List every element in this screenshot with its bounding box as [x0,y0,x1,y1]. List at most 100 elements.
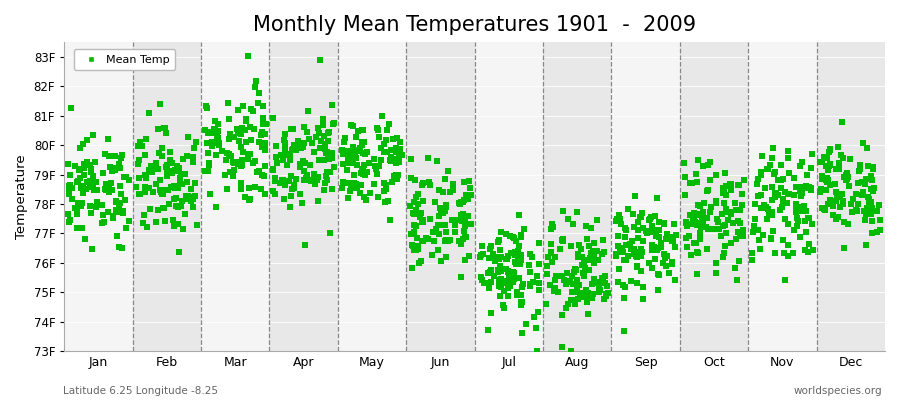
Point [592,282,607,289]
Point [98,151,112,158]
Point [643,216,657,222]
Point [248,84,262,90]
Point [389,148,403,155]
Point [303,178,318,184]
Point [818,176,832,182]
Point [857,208,871,214]
Point [136,220,150,226]
Bar [611,42,680,351]
Point [406,228,420,235]
Point [574,261,589,268]
Point [865,218,879,224]
Point [634,214,648,220]
Point [241,152,256,158]
Point [423,215,437,222]
Point [774,162,788,168]
Point [239,118,254,124]
Point [514,292,528,298]
Point [157,187,171,193]
Point [644,214,659,220]
Point [158,217,172,224]
Point [62,186,77,192]
Point [175,181,189,187]
Point [167,196,182,202]
Point [850,180,865,186]
Point [114,191,129,198]
Point [862,196,877,203]
Point [745,250,760,256]
Point [84,210,98,216]
Point [318,146,332,152]
Point [491,267,505,273]
Point [598,272,612,279]
Point [748,200,762,207]
Point [610,233,625,239]
Point [210,136,224,143]
Point [656,221,670,227]
Point [724,180,738,187]
Point [778,277,792,284]
Point [184,186,198,192]
Point [837,245,851,251]
Point [167,182,182,189]
Point [545,224,560,230]
Point [614,221,628,228]
Point [586,248,600,254]
Point [202,159,217,166]
Point [145,168,159,175]
Point [250,169,265,176]
Point [802,215,816,222]
Point [389,145,403,152]
Point [716,185,730,192]
Point [753,204,768,211]
Point [241,196,256,203]
Point [491,277,506,284]
Point [356,126,370,133]
Point [232,130,247,136]
Point [696,163,710,170]
Point [318,179,332,186]
Point [179,152,194,159]
Point [491,237,506,243]
Point [515,299,529,305]
Point [238,194,253,201]
Point [598,280,612,286]
Point [716,185,731,191]
Point [258,147,273,154]
Point [531,308,545,315]
Point [860,194,875,200]
Point [793,188,807,194]
Point [393,139,408,145]
Point [645,226,660,232]
Point [386,155,400,162]
Point [142,169,157,176]
Point [554,343,569,350]
Bar [543,42,611,351]
Point [871,202,886,208]
Point [586,276,600,282]
Point [727,265,742,272]
Point [579,290,593,296]
Point [203,130,218,136]
Point [821,167,835,174]
Point [620,205,634,212]
Point [583,255,598,262]
Point [77,161,92,167]
Point [347,153,362,160]
Point [283,204,297,210]
Point [348,155,363,162]
Point [373,134,387,140]
Point [748,216,762,222]
Point [325,185,339,192]
Point [362,160,376,166]
Point [71,167,86,173]
Point [499,231,513,237]
Point [548,276,562,283]
Point [276,137,291,144]
Point [407,222,421,229]
Point [755,153,770,159]
Point [616,249,630,255]
Point [96,218,111,225]
Point [446,187,460,193]
Point [285,125,300,132]
